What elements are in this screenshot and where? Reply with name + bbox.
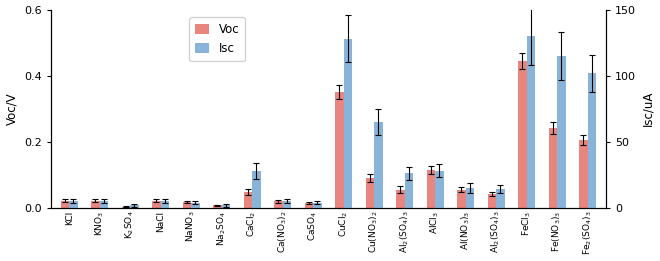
Bar (335, 92, 344, 208)
Y-axis label: Voc/V: Voc/V (5, 92, 18, 125)
Bar (61, 201, 69, 208)
Bar (527, 36, 535, 208)
Bar (488, 194, 496, 208)
Bar (313, 203, 321, 208)
Bar (183, 202, 191, 208)
Bar (305, 203, 313, 208)
Y-axis label: Isc/uA: Isc/uA (642, 91, 655, 126)
Bar (457, 190, 465, 208)
Bar (130, 205, 139, 208)
Bar (518, 61, 527, 208)
Bar (557, 56, 566, 208)
Bar (366, 178, 374, 208)
Bar (344, 39, 352, 208)
Bar (252, 171, 261, 208)
Bar (496, 189, 505, 208)
Bar (435, 171, 444, 208)
Bar (152, 201, 160, 208)
Bar (426, 170, 435, 208)
Bar (100, 201, 108, 208)
Bar (213, 205, 222, 208)
Bar (282, 201, 291, 208)
Legend: Voc, Isc: Voc, Isc (189, 17, 246, 61)
Bar (160, 201, 169, 208)
Bar (465, 188, 474, 208)
Bar (274, 201, 282, 208)
Bar (222, 205, 230, 208)
Bar (587, 73, 596, 208)
Bar (121, 206, 130, 208)
Bar (244, 192, 252, 208)
Bar (191, 203, 200, 208)
Bar (396, 190, 405, 208)
Bar (374, 122, 383, 208)
Bar (91, 201, 100, 208)
Bar (405, 174, 413, 208)
Bar (579, 140, 587, 208)
Bar (548, 128, 557, 208)
Bar (69, 201, 78, 208)
